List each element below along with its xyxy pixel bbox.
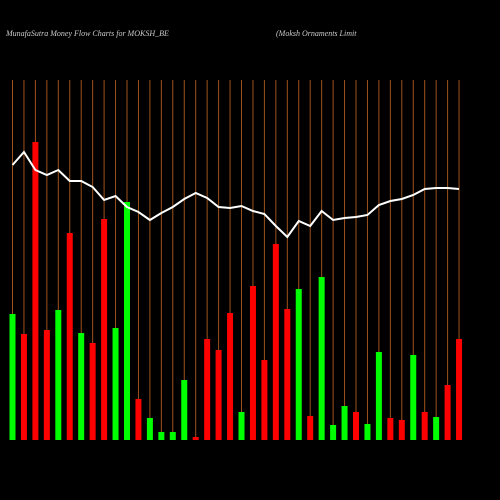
bar xyxy=(330,425,337,440)
chart-subtitle: (Moksh Ornaments Limit xyxy=(276,29,357,38)
bar xyxy=(227,313,234,440)
bar xyxy=(32,142,39,440)
bar xyxy=(375,352,382,440)
bar xyxy=(78,333,85,440)
bar xyxy=(318,277,325,440)
bar xyxy=(169,432,176,440)
bar xyxy=(261,360,268,440)
bar xyxy=(89,343,96,440)
bar xyxy=(20,334,27,440)
bar xyxy=(249,286,256,440)
money-flow-line xyxy=(11,150,460,239)
bar xyxy=(192,437,199,440)
bar xyxy=(341,406,348,440)
bar xyxy=(158,432,165,440)
bar xyxy=(398,420,405,440)
bar xyxy=(135,399,142,440)
bar xyxy=(421,412,428,440)
bar xyxy=(456,339,463,440)
bar xyxy=(124,202,130,440)
bar xyxy=(238,412,245,440)
bar xyxy=(43,330,50,440)
bar xyxy=(433,417,440,440)
bar xyxy=(364,424,371,440)
bar xyxy=(146,418,153,440)
bar xyxy=(101,219,108,440)
bar xyxy=(410,355,417,440)
bar xyxy=(444,385,451,440)
bar xyxy=(387,418,394,440)
bar xyxy=(284,309,291,440)
bar xyxy=(215,350,222,440)
bar xyxy=(66,233,73,440)
bar xyxy=(307,416,314,440)
bar xyxy=(181,380,188,440)
bar xyxy=(272,244,279,440)
bar xyxy=(353,412,359,440)
bar xyxy=(204,339,211,440)
bar xyxy=(55,310,62,440)
bar xyxy=(9,314,16,440)
bar xyxy=(112,328,119,440)
chart-title: MunafaSutra Money Flow Charts for MOKSH_… xyxy=(5,29,169,38)
bar xyxy=(295,289,302,440)
